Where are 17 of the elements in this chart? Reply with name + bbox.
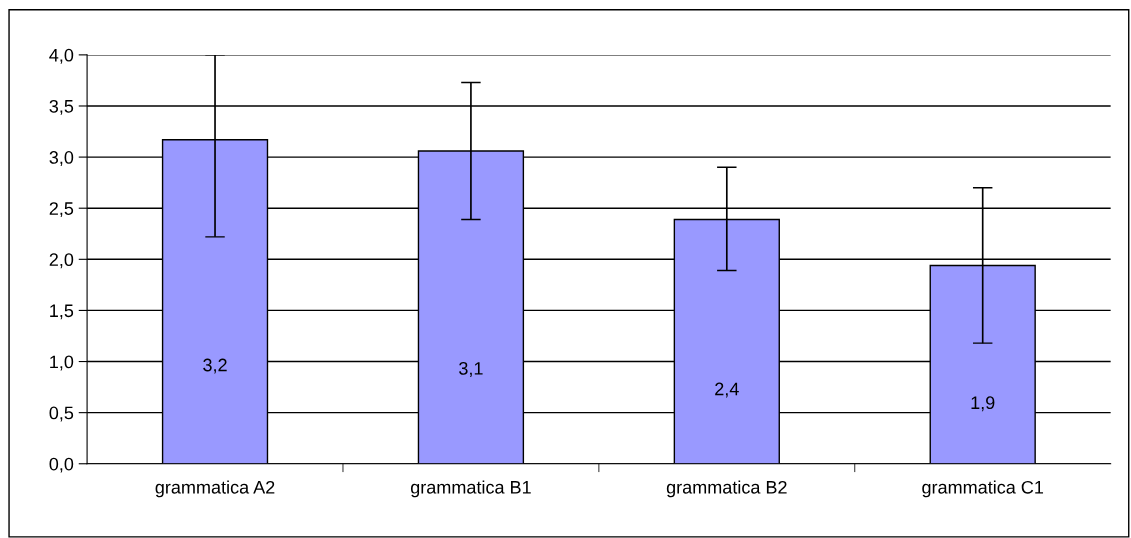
y-tick-label: 2,5 [49, 202, 74, 218]
y-tick-label: 0,0 [49, 457, 74, 473]
y-tick-label: 3,0 [49, 151, 74, 166]
data-label: 1,9 [971, 396, 995, 412]
x-tick-label: grammatica A2 [155, 480, 275, 498]
y-tick-label: 2,0 [49, 253, 74, 269]
data-label: 3,2 [203, 358, 227, 374]
y-tick-label: 4,0 [49, 48, 74, 64]
y-tick-label: 1,0 [50, 355, 74, 371]
y-tick-label: 1,5 [50, 304, 74, 320]
y-tick-label: 0,5 [49, 406, 74, 422]
x-tick-label: grammatica C1 [922, 480, 1044, 498]
x-tick-label: grammatica B1 [410, 480, 531, 498]
x-tick-label: grammatica B2 [666, 480, 787, 498]
data-label: 2,4 [715, 382, 739, 398]
data-label: 3,1 [459, 361, 483, 377]
y-tick-label: 3,5 [49, 99, 74, 115]
